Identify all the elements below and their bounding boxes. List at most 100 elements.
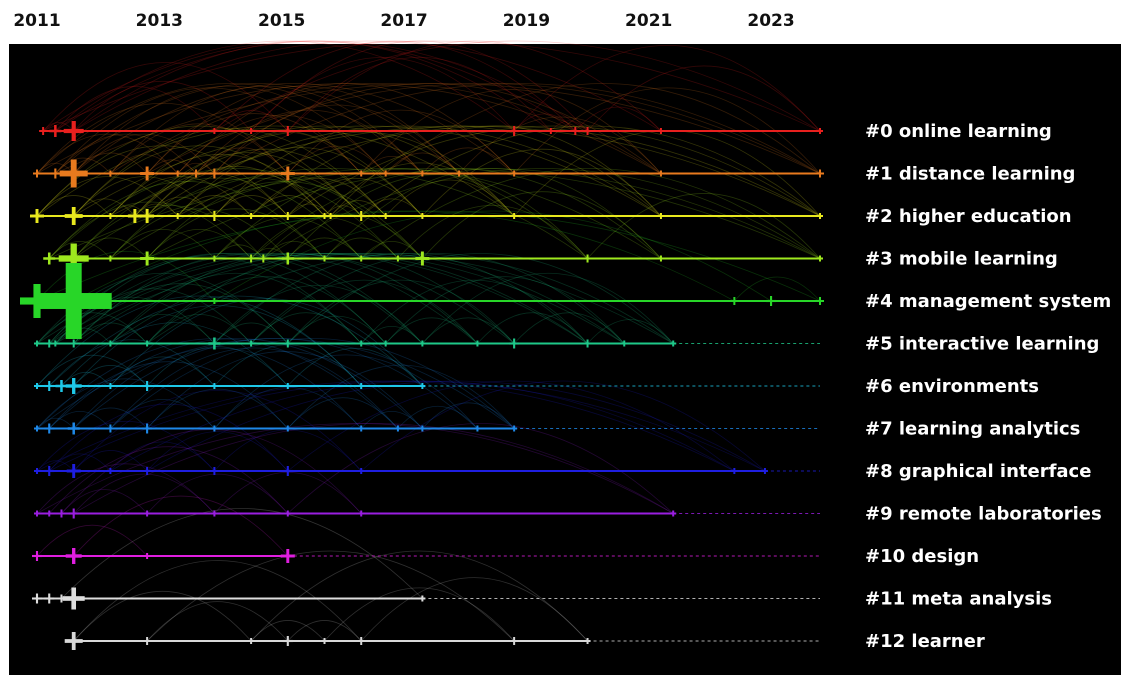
citation-arc	[250, 312, 362, 344]
year-tick-label: 2023	[747, 11, 794, 31]
citation-arc	[110, 380, 735, 472]
cluster-node-horizontal	[280, 172, 295, 175]
cluster-node-horizontal	[106, 427, 115, 430]
citation-arc	[55, 157, 111, 174]
citation-arc	[110, 398, 215, 429]
citation-arc	[73, 495, 289, 557]
cluster-node-horizontal	[32, 597, 42, 600]
citation-arc	[324, 587, 515, 642]
cluster-node-horizontal	[282, 469, 293, 473]
cluster-node-horizontal	[394, 257, 401, 260]
citation-arc	[55, 327, 111, 344]
citation-arc	[110, 356, 215, 387]
citation-arc	[73, 390, 362, 472]
cluster-node-horizontal	[66, 469, 81, 473]
citation-arc	[550, 120, 588, 132]
cluster-node-horizontal	[817, 257, 823, 260]
year-axis: 2011 2013 2015 2017 2019 2021 2023	[13, 11, 794, 31]
cluster-nodes	[20, 121, 824, 650]
citation-arc	[73, 128, 386, 217]
citation-arc	[48, 339, 215, 387]
cluster-node-horizontal	[142, 427, 153, 430]
citation-arc	[48, 410, 111, 429]
citation-arc	[36, 145, 289, 217]
cluster-node-horizontal	[583, 130, 592, 132]
citation-arc	[73, 177, 362, 259]
cluster-node-horizontal	[209, 214, 220, 218]
citation-arc	[575, 106, 662, 132]
cluster-labels: #0 online learning #1 distance learning #2…	[865, 121, 1111, 652]
year-tick-label: 2015	[258, 11, 305, 31]
citation-arc	[177, 115, 386, 174]
citation-arc	[48, 201, 252, 259]
citation-arc	[477, 312, 588, 344]
year-tick-label: 2011	[13, 11, 60, 31]
citation-arc	[734, 276, 821, 302]
cluster-node-horizontal	[509, 129, 520, 133]
citation-arc	[73, 407, 148, 429]
cluster-node-horizontal	[358, 512, 365, 515]
citation-arc	[73, 198, 136, 217]
citation-arc	[61, 372, 111, 387]
citation-arc	[73, 365, 148, 387]
cluster-node-horizontal	[65, 384, 82, 388]
citation-arc	[263, 240, 325, 259]
cluster-node-horizontal	[43, 257, 56, 260]
cluster-node-horizontal	[456, 172, 463, 175]
citation-arc	[73, 590, 252, 642]
citation-arc	[458, 116, 662, 174]
citation-arc	[146, 83, 821, 174]
cluster-node-horizontal	[382, 342, 389, 345]
citation-arc	[134, 152, 362, 217]
citation-arc	[263, 213, 423, 259]
year-tick-label: 2013	[136, 11, 183, 31]
citation-arc	[287, 364, 515, 429]
citation-arc	[73, 283, 289, 344]
cluster-node-horizontal	[761, 470, 768, 472]
cluster-node-horizontal	[45, 342, 54, 345]
citation-arc	[110, 85, 423, 174]
citation-arc	[146, 228, 252, 259]
citation-arc	[360, 410, 423, 429]
cluster-node-horizontal	[358, 172, 365, 175]
cluster-node-horizontal	[248, 215, 255, 217]
citation-arc	[177, 125, 821, 217]
citation-arc	[48, 361, 289, 429]
cluster-label: #11 meta analysis	[865, 589, 1052, 610]
cluster-label: #10 design	[865, 546, 979, 567]
citation-arc	[110, 273, 362, 344]
citation-arc	[513, 87, 821, 174]
cluster-node-horizontal	[107, 215, 114, 217]
citation-arc	[146, 208, 325, 259]
citation-arc	[61, 322, 289, 387]
citation-arc	[36, 524, 148, 557]
cluster-node-horizontal	[816, 300, 824, 302]
citation-arc	[134, 203, 178, 217]
citation-arc	[110, 154, 178, 174]
citation-arc	[146, 196, 215, 217]
citation-arc	[36, 463, 215, 514]
citation-arc	[146, 148, 386, 217]
cluster-node-horizontal	[52, 342, 59, 345]
cluster-node-horizontal	[282, 639, 293, 643]
citation-arc	[513, 312, 625, 344]
cluster-node-horizontal	[34, 470, 40, 472]
citation-arc	[146, 431, 289, 472]
cluster-node-horizontal	[143, 640, 152, 642]
cluster-node-horizontal	[211, 257, 218, 260]
citation-arc	[110, 313, 215, 344]
citation-arc	[214, 285, 423, 344]
citation-arc	[61, 429, 362, 514]
cluster-node-horizontal	[419, 172, 426, 175]
cluster-node-horizontal	[68, 512, 79, 515]
citation-arc	[250, 177, 386, 217]
cluster-node-horizontal	[670, 512, 677, 515]
citation-arc	[48, 446, 289, 514]
citation-arc	[214, 40, 821, 132]
citation-arc	[146, 351, 423, 429]
cluster-node-horizontal	[816, 172, 824, 175]
year-tick-label: 2017	[380, 11, 427, 31]
citation-arc	[36, 380, 735, 472]
year-tick-label: 2021	[625, 11, 672, 31]
cluster-label: #7 learning analytics	[865, 419, 1080, 440]
